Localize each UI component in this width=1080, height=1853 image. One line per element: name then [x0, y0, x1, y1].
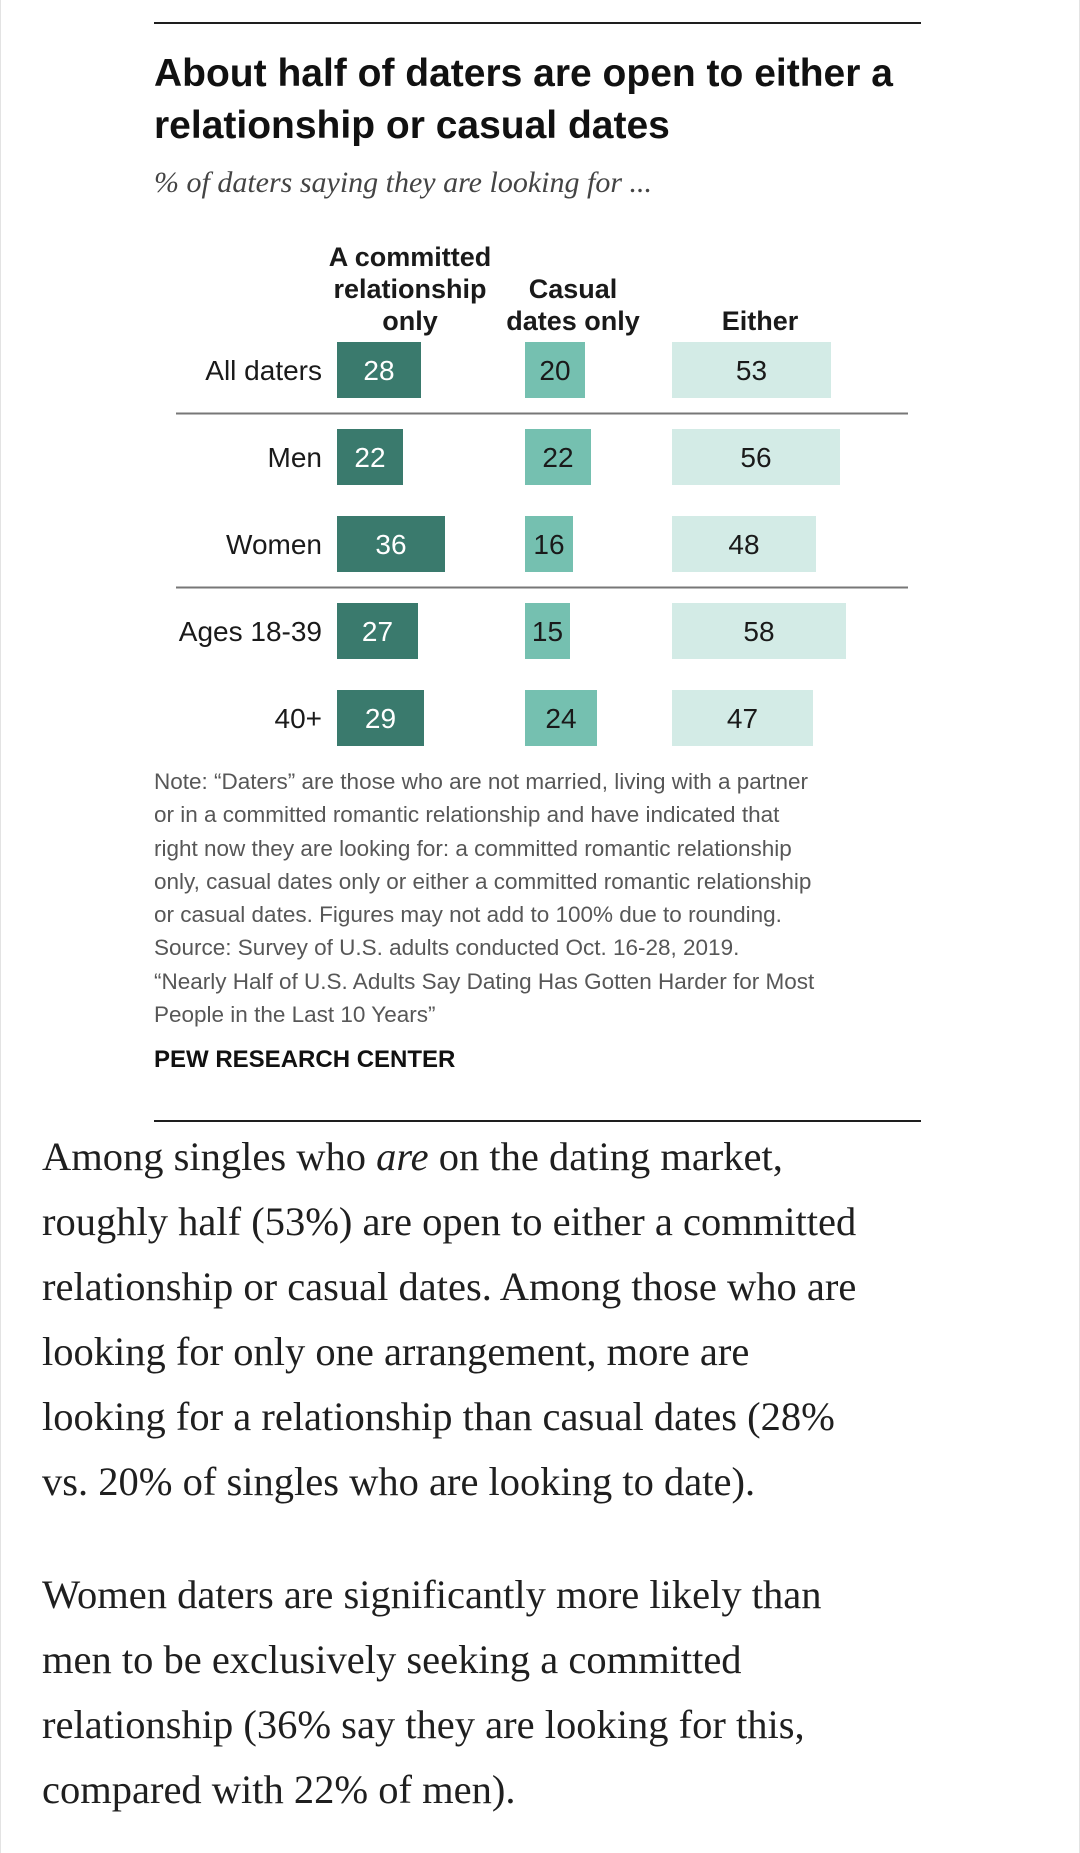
bar-3-row-5: [672, 690, 813, 746]
bar-3-row-1: [672, 342, 831, 398]
row-label-4: Ages 18-39: [179, 616, 322, 647]
chart-title-line-1: About half of daters are open to either …: [154, 52, 893, 95]
bar-2-row-3: [525, 516, 573, 572]
series-header-1-line-1: A committed: [329, 242, 492, 272]
bar-1-row-5: [337, 690, 424, 746]
article-paragraph-1-line-3: relationship or casual dates. Among thos…: [42, 1264, 857, 1309]
chart-note: Note: “Daters” are those who are not mar…: [154, 765, 934, 1031]
article-paragraph-2-line-2: men to be exclusively seeking a committe…: [42, 1637, 742, 1682]
data-label-1-row-5: 29: [365, 703, 396, 734]
article-text-segment: on the dating market,: [428, 1134, 783, 1179]
bar-2-row-5: [525, 690, 597, 746]
series-header-2-line-2: dates only: [506, 306, 640, 336]
article-paragraph-1-line-2: roughly half (53%) are open to either a …: [42, 1199, 857, 1244]
bar-2-row-4: [525, 603, 570, 659]
article-paragraph-1-line-6: vs. 20% of singles who are looking to da…: [42, 1459, 756, 1504]
left-edge-line: [0, 0, 1, 1853]
chart-title-line-2: relationship or casual dates: [154, 104, 670, 147]
article-text-segment: Among singles who: [42, 1134, 377, 1179]
data-label-1-row-4: 27: [362, 616, 393, 647]
bar-2-row-2: [525, 429, 591, 485]
data-label-2-row-3: 16: [533, 529, 564, 560]
article-paragraph-1-line-1: Among singles who are on the dating mark…: [42, 1124, 1052, 1189]
article-paragraph-1-line-4: looking for only one arrangement, more a…: [42, 1329, 750, 1374]
data-label-3-row-1: 53: [736, 355, 767, 386]
bar-1-row-1: [337, 342, 421, 398]
data-label-2-row-2: 22: [542, 442, 573, 473]
article-paragraph-2-line-1: Women daters are significantly more like…: [42, 1572, 822, 1617]
article-paragraph-2-line-4: compared with 22% of men).: [42, 1767, 516, 1812]
data-label-1-row-2: 22: [354, 442, 385, 473]
row-label-3: Women: [226, 529, 322, 560]
data-label-1-row-3: 36: [375, 529, 406, 560]
source-organization: PEW RESEARCH CENTER: [154, 1046, 456, 1073]
series-header-1-line-3: only: [382, 306, 438, 336]
article-paragraph-1: Among singles who are on the dating mark…: [42, 1124, 1052, 1514]
bar-1-row-2: [337, 429, 403, 485]
chart-subtitle: % of daters saying they are looking for …: [154, 166, 652, 199]
article-paragraph-2-line-3: relationship (36% say they are looking f…: [42, 1702, 805, 1747]
article-emphasis: are: [376, 1134, 429, 1179]
row-label-5: 40+: [275, 703, 323, 734]
row-label-2: Men: [268, 442, 322, 473]
data-label-2-row-4: 15: [532, 616, 563, 647]
bar-2-row-1: [525, 342, 585, 398]
note-line-7: “Nearly Half of U.S. Adults Say Dating H…: [154, 968, 815, 994]
data-label-1-row-1: 28: [363, 355, 394, 386]
article-paragraph-1-line-5: looking for a relationship than casual d…: [42, 1394, 835, 1439]
note-line-4: only, casual dates only or either a comm…: [154, 868, 812, 894]
data-label-2-row-5: 24: [545, 703, 576, 734]
note-line-5: or casual dates. Figures may not add to …: [154, 902, 782, 928]
note-line-8: People in the Last 10 Years”: [154, 1002, 436, 1028]
bar-1-row-3: [337, 516, 445, 572]
bottom-rule: [154, 1120, 921, 1122]
note-line-1: Note: “Daters” are those who are not mar…: [154, 769, 809, 794]
bar-3-row-4: [672, 603, 846, 659]
chart-title: About half of daters are open to either …: [154, 48, 954, 152]
series-header-3-line-1: Either: [722, 306, 799, 336]
series-header-2-line-1: Casual: [529, 274, 618, 304]
bar-3-row-2: [672, 429, 840, 485]
data-label-3-row-5: 47: [727, 703, 758, 734]
top-rule: [154, 22, 921, 24]
note-line-2: or in a committed romantic relationship …: [154, 802, 780, 828]
row-label-1: All daters: [205, 355, 322, 386]
series-header-1-line-2: relationship: [333, 274, 486, 304]
bar-3-row-3: [672, 516, 816, 572]
data-label-3-row-2: 56: [740, 442, 771, 473]
data-label-2-row-1: 20: [539, 355, 570, 386]
note-line-6: Source: Survey of U.S. adults conducted …: [154, 935, 740, 961]
bar-1-row-4: [337, 603, 418, 659]
data-label-3-row-3: 48: [728, 529, 759, 560]
article-paragraph-2: Women daters are significantly more like…: [42, 1562, 1052, 1822]
note-line-3: right now they are looking for: a commit…: [154, 835, 792, 861]
data-label-3-row-4: 58: [743, 616, 774, 647]
